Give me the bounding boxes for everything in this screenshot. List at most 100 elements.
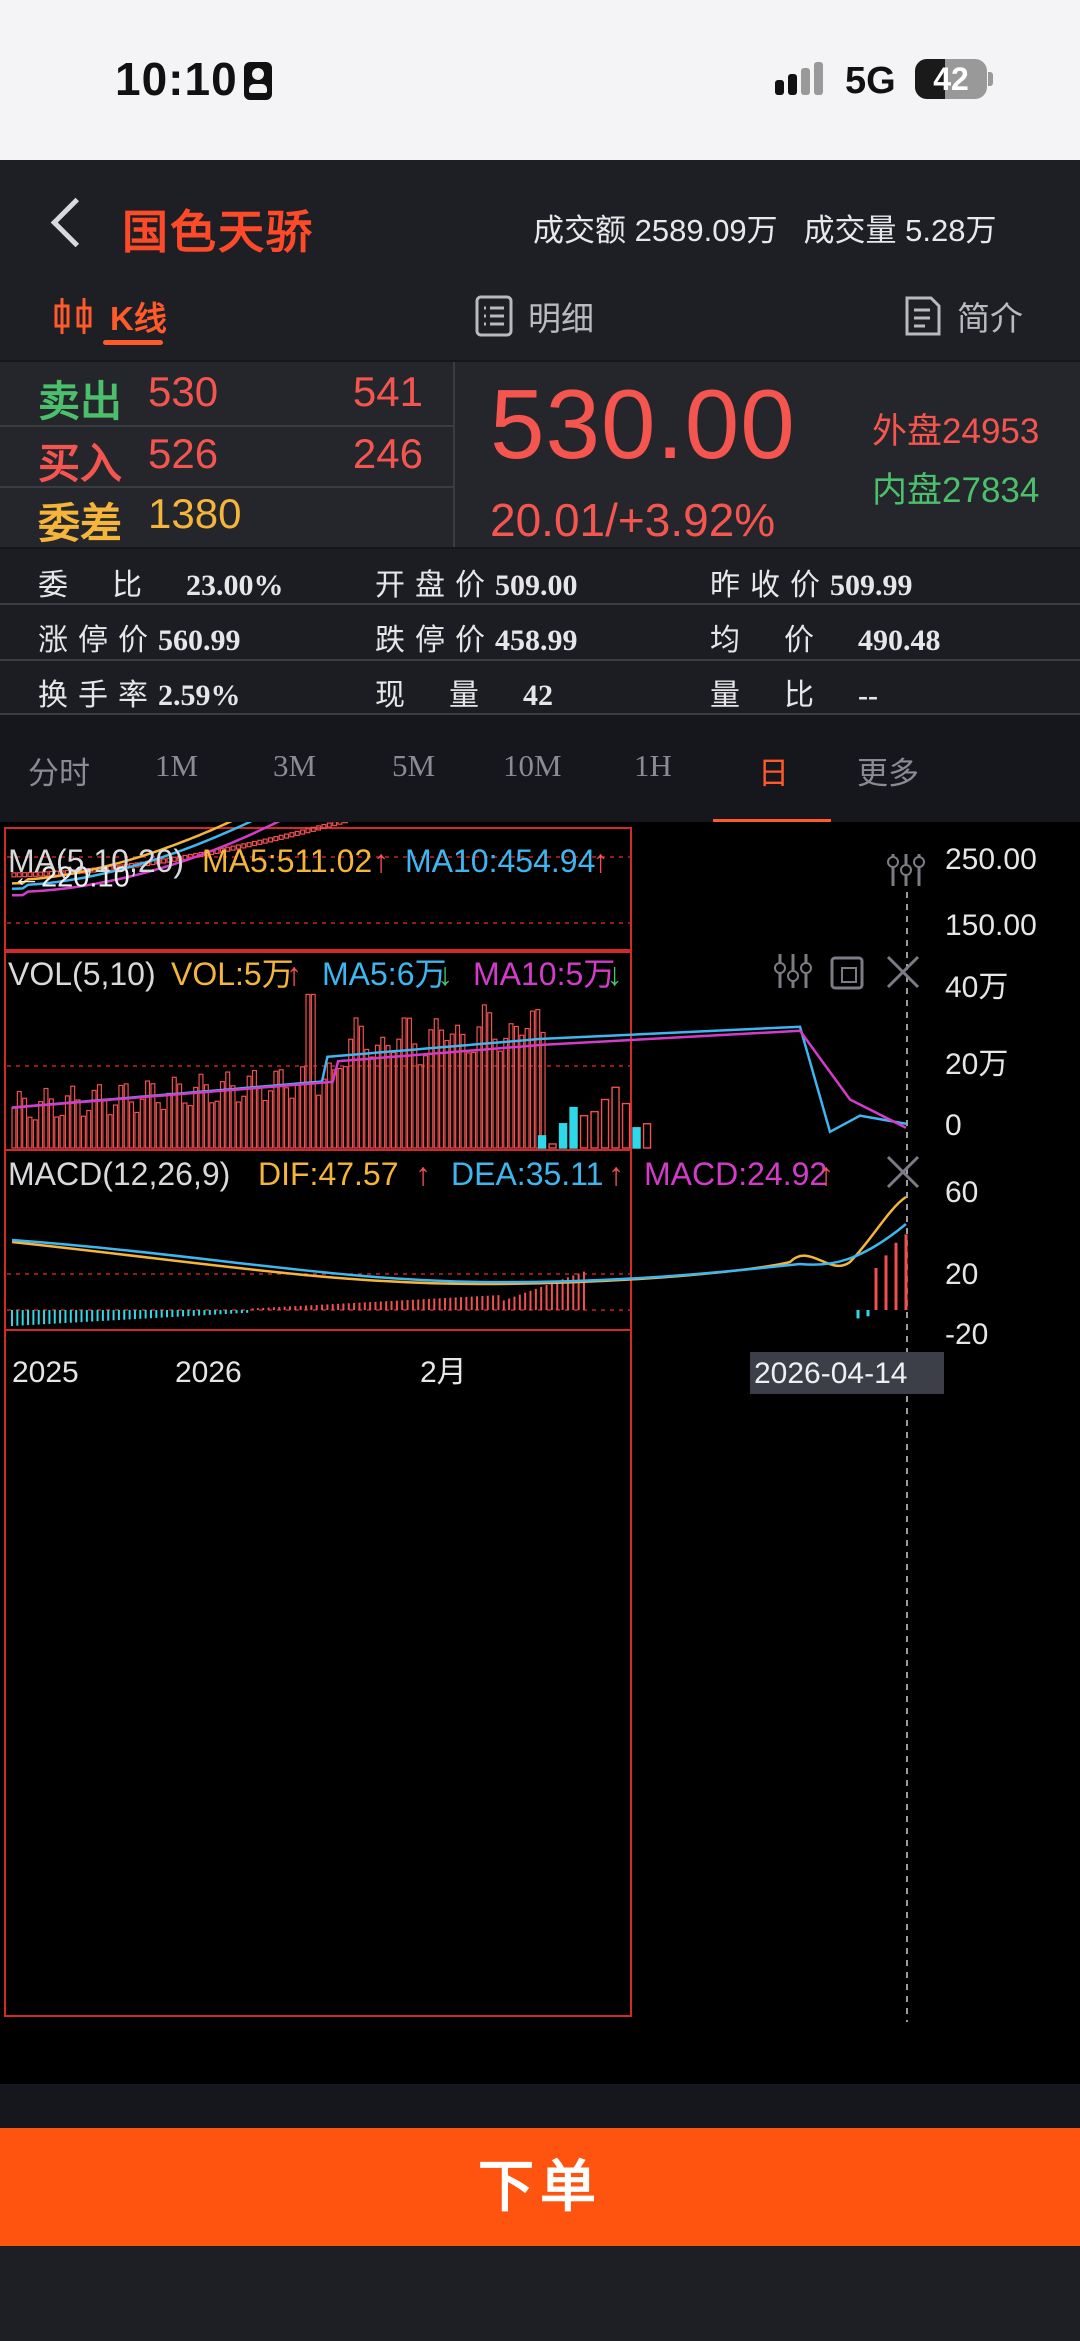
candle [177,855,183,861]
volume-bar [278,1069,284,1149]
volume-bar [385,1044,391,1149]
volume-bar [123,1083,129,1149]
contact-card-icon [244,62,272,100]
candle [246,842,252,848]
expand-icon [830,956,864,990]
stat-volume-ratio: 量比-- [710,679,878,712]
document-icon [905,296,941,336]
volume-bar [139,1098,145,1149]
ma20-line [11,822,281,897]
volume-bar [193,1086,199,1149]
volume-indicator-label: VOL(5,10) [8,956,156,992]
volume-bar [177,1083,183,1149]
period-tab-5m[interactable]: 5M [392,748,436,783]
period-tab-timeshare[interactable]: 分时 [28,756,90,791]
stat-bid-ratio: 委比23.00% [38,569,284,602]
slider-knob [887,856,899,868]
volume-bar [358,1025,364,1149]
volume-bar [337,1067,343,1149]
volume-bar [569,1106,578,1149]
volume-bar [412,1043,418,1149]
volume-bar [632,1127,641,1149]
macd-readout: DEA:35.11 [451,1156,603,1192]
slider-knob [913,856,925,868]
volume-bar [513,1025,519,1149]
volume-bar [267,1090,274,1149]
volume-readout-arrow: ↓ [437,956,453,992]
period-tab-more[interactable]: 更多 [857,756,919,791]
volume-bar [417,1064,423,1149]
bottom-safe-area [0,2246,1080,2341]
candle [225,846,231,852]
place-order-button[interactable]: 下单 [0,2128,1080,2246]
stat-prev-close: 昨收价509.99 [710,569,913,602]
kline-chart[interactable]: 600.00450.00350.00250.00150.00558.00→←22… [0,822,1080,2084]
volume-bar [80,1115,86,1149]
outer-volume-value: 24953 [942,412,1040,451]
x-axis-label: 2025 [12,1356,79,1389]
sell-price: 530 [148,368,219,415]
candle [342,822,348,824]
volume-readout: MA10:5万 [473,956,615,992]
candle [294,830,300,837]
volume-bar [300,1066,306,1149]
volume-bar [118,1084,124,1149]
volume-ma10-line [11,1029,907,1129]
candle [48,870,54,877]
buy-qty: 246 [352,430,423,477]
volume-bar [423,1055,429,1149]
ma-readout-arrow: ↑ [373,843,389,879]
volume-bar [369,1056,375,1149]
macd-readout-arrow: ↑ [818,1156,834,1192]
quote-panel [0,362,1080,547]
volume-bar [38,1101,44,1149]
candle [219,847,225,853]
volume-bar [471,1051,477,1149]
signal-icon [775,62,823,95]
volume-bar [396,1038,402,1149]
period-tabs [0,716,1080,824]
volume-bar [112,1104,119,1149]
volume-bar [353,1017,359,1149]
buy-label: 买入 [38,440,123,487]
diff-value: 1380 [148,490,242,537]
tab-intro[interactable]: 简介 [903,292,1023,340]
battery-icon: 42 [915,59,987,99]
volume-bar [590,1110,599,1149]
macd-tick-label: 20 [945,1258,978,1291]
volume-bar [524,1027,530,1149]
candle [166,857,172,863]
period-tab-10m[interactable]: 10M [503,748,562,783]
close-stroke [886,955,920,989]
volume-bar [342,1066,348,1149]
x-axis-current-date: 2026-04-14 [754,1357,907,1390]
turnover-volume: 成交量 5.28万 [803,213,997,248]
period-tab-3m[interactable]: 3M [273,748,317,783]
volume-bar [433,1018,439,1149]
turnover-amount: 成交额 2589.09万 [533,213,778,248]
candle [22,872,28,878]
macd-readout-arrow: ↑ [415,1156,431,1192]
x-axis-current-bg [750,1352,944,1394]
candle [267,837,274,843]
volume-bar [289,1097,295,1149]
tab-detail[interactable]: 明细 [474,292,594,340]
active-tab-indicator [103,340,163,345]
volume-bar [225,1071,231,1149]
close-icon [886,955,920,989]
turnover-summary: 成交额 2589.09万 成交量 5.28万 [533,205,996,250]
volume-bar [449,1033,455,1149]
period-tab-1m[interactable]: 1M [155,748,199,783]
macd-indicator-label: MACD(12,26,9) [8,1156,230,1192]
indicator-settings-icon [774,954,812,988]
tab-kline[interactable]: K线 [52,292,167,340]
volume-bar [439,1029,445,1149]
volume-bar [444,1039,450,1149]
candle [251,840,257,847]
period-tab-1h[interactable]: 1H [634,748,672,783]
stat-open: 开盘价509.00 [375,569,578,602]
macd-dea-line [11,1223,907,1284]
period-tab-day[interactable]: 日 [758,756,789,791]
chart-frame [4,827,632,2017]
battery-level: 42 [933,61,969,97]
